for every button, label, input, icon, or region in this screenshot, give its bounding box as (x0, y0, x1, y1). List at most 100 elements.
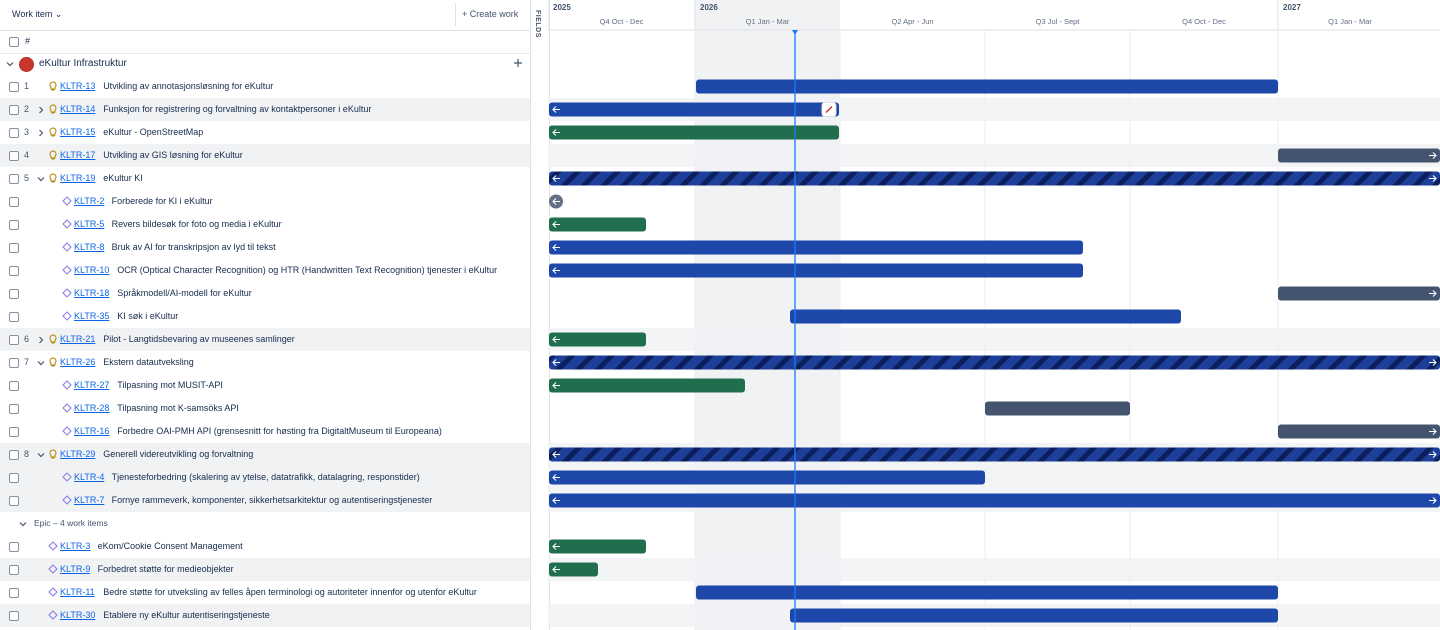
list-header: Work item ⌄ + Create work (0, 0, 530, 31)
issue-key[interactable]: KLTR-13 (60, 81, 96, 91)
expand-toggle[interactable] (37, 359, 45, 367)
work-item-row: KLTR-2 Forberede for KI i eKultur (0, 190, 530, 213)
expand-toggle[interactable] (37, 451, 45, 459)
scroll-left-arrow (552, 474, 560, 481)
issue-key[interactable]: KLTR-9 (60, 564, 91, 574)
issue-key[interactable]: KLTR-35 (74, 311, 110, 321)
timeline-bar (549, 539, 646, 554)
issue-key[interactable]: KLTR-10 (74, 265, 110, 275)
fields-label: FIELDS (534, 10, 541, 38)
expand-toggle[interactable] (6, 60, 14, 68)
row-checkbox[interactable] (9, 404, 19, 414)
issue-key[interactable]: KLTR-11 (60, 587, 95, 597)
expand-toggle[interactable] (37, 175, 45, 183)
row-checkbox[interactable] (9, 266, 19, 276)
issue-key[interactable]: KLTR-8 (74, 242, 105, 252)
row-number: 6 (24, 334, 30, 344)
issue-key[interactable]: KLTR-21 (60, 334, 96, 344)
row-checkbox[interactable] (9, 105, 19, 115)
issue-key[interactable]: KLTR-18 (74, 288, 110, 298)
row-checkbox[interactable] (9, 312, 19, 322)
timeline-bar (549, 332, 646, 347)
year-label: 2025 (553, 3, 571, 12)
work-item-row: KLTR-8 Bruk av AI for transkripsjon av ly… (0, 236, 530, 259)
add-icon[interactable] (513, 58, 523, 68)
issue-title: Bedre støtte for utveksling av felles åp… (103, 587, 477, 597)
timeline-bar (549, 470, 985, 485)
work-item-row: 6 KLTR-21 Pilot - Langtidsbevaring av muse… (0, 328, 530, 351)
idea-icon (49, 150, 57, 160)
issue-key[interactable]: KLTR-28 (74, 403, 110, 413)
issue-key[interactable]: KLTR-15 (60, 127, 96, 137)
row-checkbox[interactable] (9, 220, 19, 230)
row-checkbox[interactable] (9, 128, 19, 138)
issue-key[interactable]: KLTR-29 (60, 449, 96, 459)
row-checkbox[interactable] (9, 335, 19, 345)
expand-toggle[interactable] (37, 106, 45, 114)
issue-title: Språkmodell/AI-modell for eKultur (117, 288, 252, 298)
scroll-right-arrow (1429, 359, 1437, 366)
row-checkbox[interactable] (9, 473, 19, 483)
issue-key[interactable]: KLTR-17 (60, 150, 96, 160)
row-checkbox[interactable] (9, 450, 19, 460)
work-item-row: KLTR-27 Tilpasning mot MUSIT-API (0, 374, 530, 397)
issue-title: Forbedre OAI-PMH API (grensesnitt for hø… (117, 426, 442, 436)
row-checkbox[interactable] (9, 565, 19, 575)
quarter-label: Q4 Oct - Dec (1182, 17, 1226, 26)
issue-key[interactable]: KLTR-4 (74, 472, 105, 482)
row-checkbox[interactable] (9, 427, 19, 437)
select-all-checkbox[interactable] (9, 37, 19, 47)
issue-title: Funksjon for registrering og forvaltning… (103, 104, 372, 114)
scroll-left-arrow (552, 382, 560, 389)
year-label: 2026 (700, 3, 718, 12)
row-checkbox[interactable] (9, 358, 19, 368)
timeline-bar (549, 493, 1440, 508)
work-item-row: KLTR-16 Forbedre OAI-PMH API (grensesnitt… (0, 420, 530, 443)
scroll-left-arrow (552, 106, 560, 113)
row-checkbox[interactable] (9, 542, 19, 552)
scroll-left-arrow (552, 451, 560, 458)
row-checkbox[interactable] (9, 588, 19, 598)
row-shade (548, 558, 1440, 581)
work-item-row: KLTR-10 OCR (Optical Character Recognitio… (0, 259, 530, 282)
row-checkbox[interactable] (9, 243, 19, 253)
work-item-row: 8 KLTR-29 Generell videreutvikling og forv… (0, 443, 530, 466)
work-item-dropdown[interactable]: Work item ⌄ (12, 9, 63, 19)
expand-toggle[interactable] (37, 129, 45, 137)
issue-key[interactable]: KLTR-27 (74, 380, 110, 390)
row-checkbox[interactable] (9, 82, 19, 92)
row-checkbox[interactable] (9, 611, 19, 621)
issue-key[interactable]: KLTR-30 (60, 610, 96, 620)
issue-key[interactable]: KLTR-19 (60, 173, 96, 183)
issue-title: Fornye rammeverk, komponenter, sikkerhet… (111, 495, 433, 505)
timeline-bar (696, 79, 1278, 94)
row-checkbox[interactable] (9, 151, 19, 161)
task-icon (62, 311, 72, 321)
task-icon (48, 564, 58, 574)
fields-splitter[interactable]: FIELDS (530, 0, 550, 630)
timeline-bar (696, 585, 1278, 600)
issue-key[interactable]: KLTR-26 (60, 357, 96, 367)
row-checkbox[interactable] (9, 496, 19, 506)
row-checkbox[interactable] (9, 289, 19, 299)
issue-key[interactable]: KLTR-2 (74, 196, 105, 206)
issue-key[interactable]: KLTR-16 (74, 426, 110, 436)
row-checkbox[interactable] (9, 197, 19, 207)
issue-key[interactable]: KLTR-5 (74, 219, 105, 229)
issue-key[interactable]: KLTR-3 (60, 541, 91, 551)
expand-toggle[interactable] (37, 336, 45, 344)
issue-title: Tilpasning mot K-samsöks API (117, 403, 239, 413)
issue-title: Ekstern datautveksling (103, 357, 194, 367)
issue-key[interactable]: KLTR-14 (60, 104, 96, 114)
issue-key[interactable]: KLTR-7 (74, 495, 105, 505)
create-work-button[interactable]: + Create work (455, 3, 518, 26)
row-checkbox[interactable] (9, 381, 19, 391)
expand-toggle[interactable] (19, 520, 27, 528)
timeline-bar (1278, 148, 1440, 163)
timeline-bar (549, 102, 839, 117)
scroll-right-arrow (1429, 290, 1437, 297)
row-checkbox[interactable] (9, 174, 19, 184)
timeline-bar (549, 171, 1440, 186)
timeline-bar (549, 263, 1083, 278)
